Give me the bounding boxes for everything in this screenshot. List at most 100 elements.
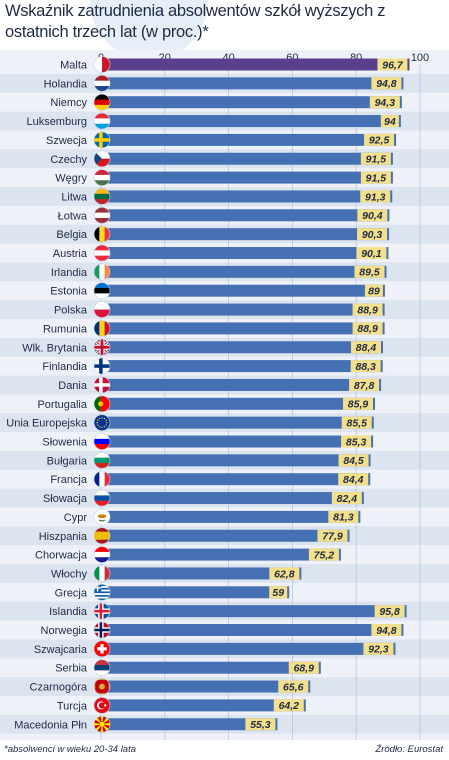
malta-flag-icon <box>93 56 111 73</box>
bar <box>101 435 374 448</box>
category-label: Finlandia <box>42 361 88 373</box>
value-label-box <box>354 265 385 278</box>
value-label-box <box>377 58 408 71</box>
category-label: Łotwa <box>58 210 88 222</box>
romania-flag-icon <box>93 320 111 337</box>
value-label-box <box>369 96 400 109</box>
bar <box>101 58 410 71</box>
value-label-box <box>356 247 387 259</box>
category-label: Dania <box>58 380 88 392</box>
montenegro-flag-icon <box>93 678 111 695</box>
bar <box>101 567 302 580</box>
category-label: Wlk. Brytania <box>22 342 88 354</box>
value-label: 94,8 <box>376 625 397 637</box>
category-label: Malta <box>60 60 88 72</box>
latvia-flag-icon <box>93 207 111 224</box>
category-label: Norwegia <box>41 625 88 637</box>
bar <box>101 360 383 373</box>
czechia-flag-icon <box>93 150 111 168</box>
category-label: Irlandia <box>51 267 88 279</box>
bar <box>101 378 382 391</box>
category-label: Chorwacja <box>35 550 88 562</box>
value-label-box <box>273 699 304 712</box>
value-label-box <box>357 209 388 222</box>
category-label: Czarnogóra <box>30 682 88 694</box>
hungary-flag-icon <box>93 169 111 186</box>
value-label: 64,2 <box>279 700 300 712</box>
value-label: 94,3 <box>375 97 396 109</box>
serbia-flag-icon <box>93 659 111 677</box>
value-label: 85,3 <box>346 436 367 448</box>
value-label-box <box>338 454 369 467</box>
value-label-box <box>317 529 348 542</box>
value-label-box <box>380 115 399 128</box>
category-label: Islandia <box>49 606 88 618</box>
value-label-box <box>360 152 391 165</box>
bar <box>101 303 385 316</box>
bar <box>101 548 341 561</box>
value-label: 85,5 <box>347 417 368 429</box>
bar <box>101 152 393 165</box>
value-label: 85,9 <box>348 399 369 411</box>
value-label-box <box>349 378 380 391</box>
category-label: Cypr <box>64 512 88 524</box>
x-tick-label: 100 <box>411 52 429 64</box>
category-label: Hiszpania <box>39 531 88 543</box>
value-label-box <box>328 510 359 523</box>
value-label: 91,5 <box>366 154 387 166</box>
category-label: Austria <box>53 248 88 260</box>
bar <box>101 77 404 90</box>
bar <box>101 284 385 297</box>
category-label: Grecja <box>55 587 88 599</box>
bar <box>101 96 402 109</box>
bar <box>101 115 401 128</box>
bar <box>101 510 361 523</box>
value-label-box <box>352 322 383 335</box>
value-label: 91,3 <box>365 191 386 203</box>
france-flag-icon <box>93 470 111 488</box>
value-label-box <box>269 567 300 580</box>
value-label: 90,1 <box>361 248 382 260</box>
value-label: 89 <box>368 286 380 298</box>
bar <box>101 416 374 429</box>
value-label-box <box>308 548 339 561</box>
category-label: Luksemburg <box>26 116 87 128</box>
bar <box>101 322 385 335</box>
category-label: Bułgaria <box>47 455 88 467</box>
value-label: 94 <box>384 116 396 128</box>
switzerland-flag-icon <box>93 640 111 658</box>
germany-flag-icon <box>93 93 111 111</box>
category-label: Słowacja <box>43 493 88 505</box>
category-label: Rumunia <box>43 323 88 335</box>
ireland-flag-icon <box>93 263 111 281</box>
value-label-box <box>364 133 395 146</box>
value-label: 59 <box>272 587 284 599</box>
bar <box>101 133 397 146</box>
bar <box>101 661 321 674</box>
category-label: Unia Europejska <box>6 418 88 430</box>
bar <box>101 341 383 354</box>
category-label: Estonia <box>50 286 88 298</box>
value-label: 87,8 <box>354 380 375 392</box>
slovenia-flag-icon <box>93 433 111 450</box>
value-label-box <box>364 284 383 297</box>
netherlands-flag-icon <box>93 75 111 92</box>
value-label: 81,3 <box>333 512 354 524</box>
sweden-flag-icon <box>93 131 111 149</box>
category-label: Polska <box>54 305 88 317</box>
value-label-box <box>288 661 319 674</box>
value-label-box <box>363 642 394 655</box>
bar <box>101 209 390 222</box>
value-label-box <box>360 171 391 184</box>
value-label-box <box>371 624 402 636</box>
bar <box>101 718 278 731</box>
bar <box>101 247 389 259</box>
portugal-flag-icon <box>93 395 111 413</box>
category-label: Belgia <box>56 229 87 241</box>
bar <box>101 265 387 278</box>
bar <box>101 492 364 505</box>
bar <box>101 397 376 410</box>
value-label: 65,6 <box>283 681 304 693</box>
value-label-box <box>269 586 288 599</box>
